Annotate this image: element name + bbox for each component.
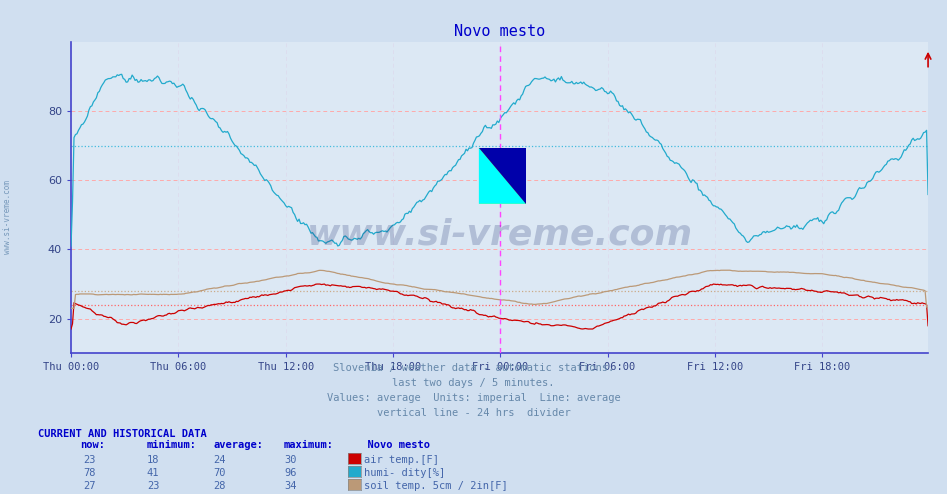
Text: 24: 24 (213, 455, 225, 465)
Text: last two days / 5 minutes.: last two days / 5 minutes. (392, 378, 555, 388)
Text: www.si-vreme.com: www.si-vreme.com (3, 180, 12, 254)
Text: humi- dity[%]: humi- dity[%] (364, 468, 445, 478)
Text: 27: 27 (83, 481, 96, 491)
Text: 30: 30 (284, 455, 296, 465)
Polygon shape (479, 148, 526, 204)
Text: Novo mesto: Novo mesto (355, 440, 430, 450)
Text: air temp.[F]: air temp.[F] (364, 455, 438, 465)
Title: Novo mesto: Novo mesto (454, 24, 545, 40)
Text: 18: 18 (147, 455, 159, 465)
Text: vertical line - 24 hrs  divider: vertical line - 24 hrs divider (377, 408, 570, 417)
Text: www.si-vreme.com: www.si-vreme.com (307, 218, 692, 252)
Text: 41: 41 (147, 468, 159, 478)
Text: minimum:: minimum: (147, 440, 197, 450)
Text: Values: average  Units: imperial  Line: average: Values: average Units: imperial Line: av… (327, 393, 620, 403)
Text: maximum:: maximum: (284, 440, 334, 450)
Text: now:: now: (80, 440, 105, 450)
Polygon shape (479, 148, 526, 204)
Text: 28: 28 (213, 481, 225, 491)
Text: 23: 23 (147, 481, 159, 491)
Text: 23: 23 (83, 455, 96, 465)
Text: 70: 70 (213, 468, 225, 478)
Text: 34: 34 (284, 481, 296, 491)
Text: 96: 96 (284, 468, 296, 478)
Text: CURRENT AND HISTORICAL DATA: CURRENT AND HISTORICAL DATA (38, 429, 206, 439)
Text: soil temp. 5cm / 2in[F]: soil temp. 5cm / 2in[F] (364, 481, 508, 491)
Text: Slovenia / weather data - automatic stations.: Slovenia / weather data - automatic stat… (333, 363, 614, 373)
Text: average:: average: (213, 440, 263, 450)
Bar (479, 148, 526, 204)
Text: 78: 78 (83, 468, 96, 478)
